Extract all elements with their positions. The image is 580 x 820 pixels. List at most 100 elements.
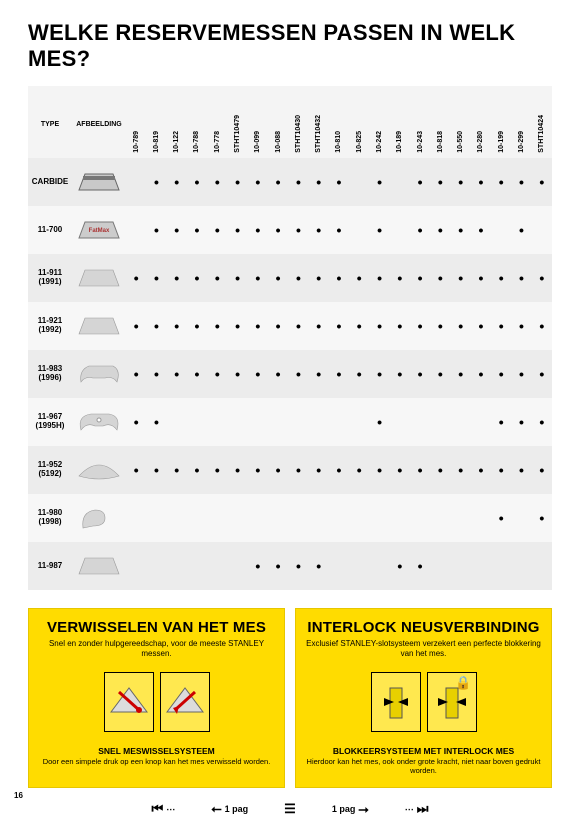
pager-next-label: 1 pag [332,804,356,814]
col-10-242: 10-242 [369,86,389,158]
compat-dot: • [167,350,187,398]
compat-dot: • [309,302,329,350]
compat-dot [268,494,288,542]
compat-dot [369,542,389,590]
compat-dot: • [167,254,187,302]
table-row: 11-952(5192)••••••••••••••••••••• [28,446,552,494]
compat-dot: • [167,446,187,494]
compat-dot [390,158,410,206]
compat-dot: • [146,254,166,302]
compat-dot [146,494,166,542]
col-10-788: 10-788 [187,86,207,158]
compat-dot: • [511,302,531,350]
compat-dot: • [349,302,369,350]
col-10-810: 10-810 [329,86,349,158]
col-10-099: 10-099 [248,86,268,158]
compat-dot: • [187,158,207,206]
compat-dot: • [207,158,227,206]
compat-dot: • [329,446,349,494]
box-right-diagram: 🔒 [306,666,541,738]
compat-dot: • [167,206,187,254]
compat-dot [187,398,207,446]
pager-next[interactable]: 1 pag⭢ [332,801,369,817]
compat-dot: • [471,254,491,302]
compat-dot: • [451,350,471,398]
compat-dot [471,542,491,590]
col-10-280: 10-280 [471,86,491,158]
compat-dot: • [288,542,308,590]
compat-dot: • [288,158,308,206]
compat-dot [207,542,227,590]
compat-dot: • [430,302,450,350]
compat-dot [329,494,349,542]
compat-dot [471,398,491,446]
box-left-title: VERWISSELEN VAN HET MES [39,619,274,636]
compat-dot: • [491,350,511,398]
compat-dot [248,494,268,542]
table-row: CARBIDE•••••••••••••••••• [28,158,552,206]
type-cell: 11-700 [28,206,72,254]
compat-dot [309,398,329,446]
compat-dot [390,206,410,254]
compat-dot: • [248,206,268,254]
compat-dot: • [471,446,491,494]
compat-dot: • [532,398,552,446]
compat-dot: • [451,446,471,494]
compat-dot: • [511,350,531,398]
compat-dot: • [511,206,531,254]
compat-dot: • [471,158,491,206]
blade-image: FatMax [72,206,126,254]
compat-dot: • [207,254,227,302]
compat-dot [532,206,552,254]
table-row: 11-911(1991)••••••••••••••••••••• [28,254,552,302]
compat-dot: • [369,158,389,206]
compat-dot: • [167,302,187,350]
compat-dot [227,542,247,590]
compat-dot [491,542,511,590]
compat-dot [532,542,552,590]
compat-dot: • [451,302,471,350]
compat-dot [288,398,308,446]
type-cell: 11-911(1991) [28,254,72,302]
compat-dot: • [309,158,329,206]
compat-dot: • [451,206,471,254]
compat-dot: • [207,302,227,350]
compat-dot: • [167,158,187,206]
compat-dot [451,494,471,542]
page-title: WELKE RESERVEMESSEN PASSEN IN WELK MES? [28,20,552,72]
compat-dot: • [349,446,369,494]
compat-dot: • [227,158,247,206]
compat-dot: • [532,446,552,494]
compat-dot [390,494,410,542]
table-row: 11-700FatMax•••••••••••••••• [28,206,552,254]
pager-index-icon[interactable]: ☰ [284,801,296,817]
box-right-desc: Hierdoor kan het mes, ook onder grote kr… [306,758,541,775]
compat-dot: • [390,542,410,590]
compat-dot [227,398,247,446]
box-left-h3: SNEL MESWISSELSYSTEEM [39,746,274,756]
compat-dot: • [268,302,288,350]
compat-dot [268,398,288,446]
col-type: TYPE [28,86,72,158]
compat-dot: • [288,206,308,254]
compat-dot: • [390,254,410,302]
type-cell: CARBIDE [28,158,72,206]
compat-dot [511,542,531,590]
compat-dot [207,398,227,446]
compat-dot [309,494,329,542]
compat-dot [349,398,369,446]
col-10-778: 10-778 [207,86,227,158]
compat-dot: • [511,446,531,494]
compat-dot: • [126,350,146,398]
table-row: 11-967(1995H)•••••• [28,398,552,446]
compat-dot: • [410,446,430,494]
compat-dot: • [532,494,552,542]
compat-dot: • [471,302,491,350]
compat-dot: • [369,350,389,398]
col-STHT10430: STHT10430 [288,86,308,158]
compat-dot: • [369,446,389,494]
pager-last[interactable]: ⋯⏭ [405,801,429,817]
pager-first[interactable]: ⏮⋯ [152,801,176,817]
col-10-088: 10-088 [268,86,288,158]
pager-prev[interactable]: ⭠1 pag [211,801,248,817]
